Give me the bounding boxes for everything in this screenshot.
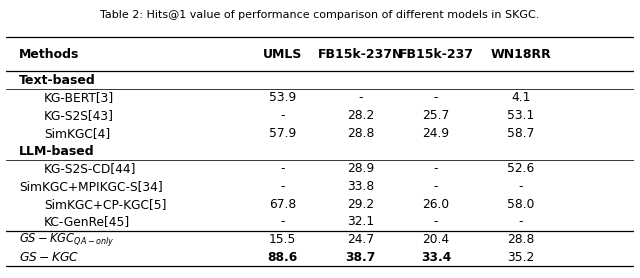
Text: FB15k-237N: FB15k-237N bbox=[318, 48, 403, 61]
Text: 88.6: 88.6 bbox=[268, 251, 298, 264]
Text: 67.8: 67.8 bbox=[269, 198, 296, 211]
Text: -: - bbox=[434, 180, 438, 193]
Text: 33.8: 33.8 bbox=[347, 180, 374, 193]
Text: -: - bbox=[434, 162, 438, 175]
Text: KC-GenRe[45]: KC-GenRe[45] bbox=[44, 215, 131, 229]
Text: 24.7: 24.7 bbox=[348, 233, 374, 246]
Text: 4.1: 4.1 bbox=[511, 91, 531, 105]
Text: 20.4: 20.4 bbox=[422, 233, 449, 246]
Text: 35.2: 35.2 bbox=[507, 251, 534, 264]
Text: -: - bbox=[280, 215, 285, 229]
Text: Table 2: Hits@1 value of performance comparison of different models in SKGC.: Table 2: Hits@1 value of performance com… bbox=[100, 9, 540, 19]
Text: UMLS: UMLS bbox=[262, 48, 302, 61]
Text: -: - bbox=[434, 215, 438, 229]
Text: Methods: Methods bbox=[19, 48, 79, 61]
Text: -: - bbox=[280, 180, 285, 193]
Text: 58.0: 58.0 bbox=[507, 198, 534, 211]
Text: 33.4: 33.4 bbox=[421, 251, 451, 264]
Text: 28.8: 28.8 bbox=[507, 233, 534, 246]
Text: -: - bbox=[280, 109, 285, 122]
Text: KG-S2S-CD[44]: KG-S2S-CD[44] bbox=[44, 162, 136, 175]
Text: -: - bbox=[358, 91, 363, 105]
Text: 28.2: 28.2 bbox=[347, 109, 374, 122]
Text: KG-BERT[3]: KG-BERT[3] bbox=[44, 91, 115, 105]
Text: 15.5: 15.5 bbox=[269, 233, 296, 246]
Text: 32.1: 32.1 bbox=[348, 215, 374, 229]
Text: 53.1: 53.1 bbox=[507, 109, 534, 122]
Text: 38.7: 38.7 bbox=[346, 251, 376, 264]
Text: SimKGC+CP-KGC[5]: SimKGC+CP-KGC[5] bbox=[44, 198, 166, 211]
Text: 26.0: 26.0 bbox=[422, 198, 449, 211]
Text: LLM-based: LLM-based bbox=[19, 145, 95, 158]
Text: SimKGC+MPIKGC-S[34]: SimKGC+MPIKGC-S[34] bbox=[19, 180, 163, 193]
Text: Text-based: Text-based bbox=[19, 74, 96, 87]
Text: -: - bbox=[518, 180, 523, 193]
Text: WN18RR: WN18RR bbox=[490, 48, 551, 61]
Text: SimKGC[4]: SimKGC[4] bbox=[44, 127, 110, 140]
Text: 58.7: 58.7 bbox=[507, 127, 534, 140]
Text: KG-S2S[43]: KG-S2S[43] bbox=[44, 109, 114, 122]
Text: FB15k-237: FB15k-237 bbox=[399, 48, 474, 61]
Text: -: - bbox=[518, 215, 523, 229]
Text: 25.7: 25.7 bbox=[422, 109, 450, 122]
Text: -: - bbox=[434, 91, 438, 105]
Text: 53.9: 53.9 bbox=[269, 91, 296, 105]
Text: 52.6: 52.6 bbox=[507, 162, 534, 175]
Text: 28.8: 28.8 bbox=[347, 127, 374, 140]
Text: 29.2: 29.2 bbox=[348, 198, 374, 211]
Text: -: - bbox=[280, 162, 285, 175]
Text: 24.9: 24.9 bbox=[422, 127, 449, 140]
Text: $GS-KGC_{QA-only}$: $GS-KGC_{QA-only}$ bbox=[19, 231, 115, 248]
Text: $GS-KGC$: $GS-KGC$ bbox=[19, 251, 79, 264]
Text: 28.9: 28.9 bbox=[347, 162, 374, 175]
Text: 57.9: 57.9 bbox=[269, 127, 296, 140]
